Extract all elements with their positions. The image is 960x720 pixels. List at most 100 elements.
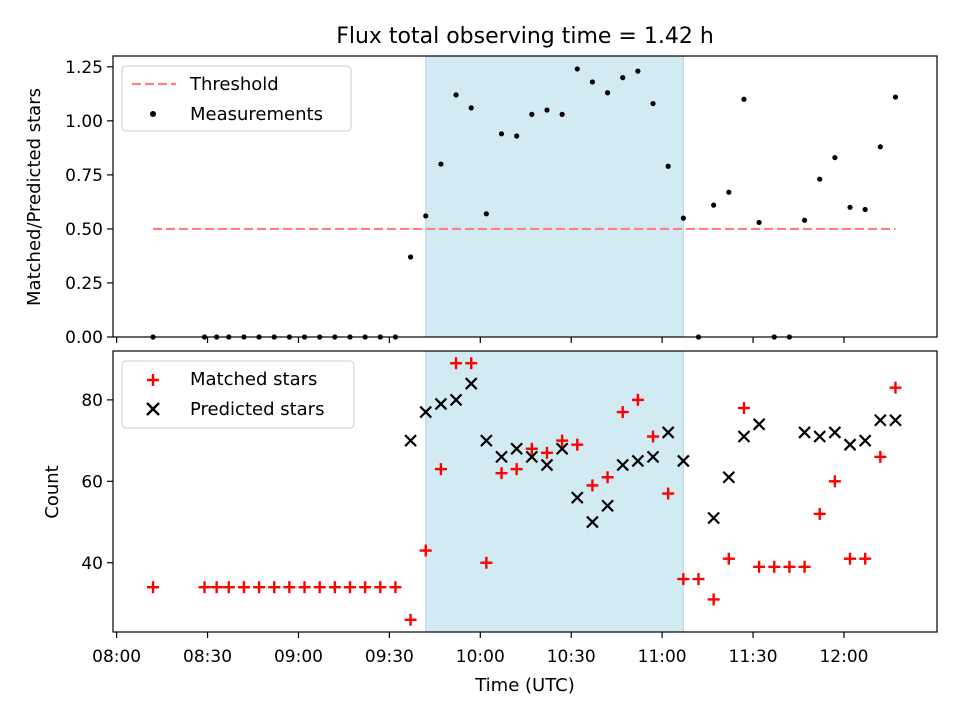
bottom-x-axis-ticks: 08:00 08:30 09:00 09:30 10:00 10:30 11:00 11:30…: [92, 632, 868, 667]
matched-stars-marker: [389, 581, 402, 594]
matched-stars-marker: [465, 357, 478, 370]
top-x-axis-ticks: [116, 337, 845, 343]
measurement-point: [423, 213, 429, 219]
matched-stars-marker: [586, 479, 599, 492]
predicted-stars-marker: [661, 426, 675, 439]
measurement-point: [407, 254, 414, 260]
x-tick-label: 10:30: [547, 647, 596, 667]
x-tick-label: 09:00: [274, 647, 323, 667]
measurement-point: [438, 161, 444, 167]
measurement-point: [726, 189, 732, 195]
predicted-stars-marker: [737, 430, 751, 443]
top-legend-box: [121, 65, 352, 132]
matched-stars-marker: [692, 573, 705, 586]
top-y-tick-label: 1.00: [65, 112, 103, 132]
top-y-tick-label: 1.25: [65, 58, 103, 78]
matched-stars-marker: [828, 475, 841, 488]
predicted-stars-marker: [434, 397, 448, 411]
legend-measurements-swatch: [150, 111, 156, 117]
chart-title: Flux total observing time = 1.42 h: [336, 24, 714, 49]
matched-stars-marker: [328, 581, 341, 594]
predicted-stars-marker: [828, 426, 842, 439]
observing-window-shade-top: [425, 55, 684, 338]
bottom-y-axis-label: Count: [42, 465, 63, 518]
matched-stars-marker: [631, 393, 644, 406]
matched-stars-marker: [210, 581, 223, 594]
predicted-stars-marker: [480, 434, 493, 447]
measurement-point: [877, 144, 883, 150]
matched-stars-marker: [198, 581, 211, 594]
matched-stars-marker: [419, 544, 432, 557]
top-legend: Threshold Measurements: [121, 65, 352, 132]
matched-stars-marker: [147, 581, 160, 594]
measurement-point: [529, 111, 535, 117]
matched-stars-marker: [298, 581, 311, 594]
predicted-stars-marker: [631, 454, 645, 468]
predicted-stars-marker: [858, 434, 872, 447]
matched-stars-marker: [450, 357, 463, 370]
measurement-point: [801, 217, 808, 223]
predicted-stars-marker: [525, 450, 539, 464]
predicted-stars-marker: [752, 418, 766, 431]
matched-stars-marker: [343, 581, 356, 594]
x-tick-label: 12:00: [819, 647, 868, 667]
measurement-point: [650, 100, 656, 107]
matched-stars-marker: [571, 438, 584, 451]
legend-predicted-swatch: [146, 402, 160, 416]
matched-stars-marker: [510, 463, 523, 476]
matched-stars-marker: [222, 581, 235, 594]
x-tick-label: 10:00: [456, 647, 505, 667]
measurement-point: [604, 90, 611, 96]
matched-stars-marker: [647, 430, 660, 443]
matched-stars-marker: [662, 487, 675, 500]
matched-stars-marker: [495, 467, 508, 480]
measurement-point: [862, 206, 868, 213]
predicted-stars-marker: [419, 405, 433, 419]
measurements-markers: [150, 66, 899, 340]
matched-stars-marker: [525, 442, 538, 455]
x-tick-label: 11:30: [729, 647, 778, 667]
top-axes-frame: [112, 55, 938, 338]
top-panel: 0.00 0.25 0.50 0.75 1.00 1.25 Matched/Predict…: [24, 55, 938, 348]
measurement-point: [620, 75, 626, 81]
legend-predicted-label: Predicted stars: [190, 399, 324, 420]
top-y-tick-label: 0.50: [65, 220, 103, 240]
matched-stars-marker: [253, 581, 266, 594]
predicted-stars-marker: [510, 442, 523, 456]
matched-stars-marker: [844, 552, 857, 565]
measurement-point: [832, 154, 838, 161]
matched-stars-marker: [434, 463, 447, 476]
predicted-stars-marker: [889, 413, 902, 427]
bottom-y-tick-label: 40: [81, 554, 103, 574]
measurement-point: [817, 176, 823, 182]
top-y-axis-ticks: 0.00 0.25 0.50 0.75 1.00 1.25: [65, 58, 113, 348]
measurement-point: [741, 96, 747, 102]
predicted-stars-marker: [677, 454, 690, 468]
top-y-tick-label: 0.75: [65, 166, 103, 186]
bottom-y-axis-ticks: 40 60 80: [81, 391, 113, 574]
top-y-tick-label: 0.00: [65, 328, 103, 348]
top-y-axis-label: Matched/Predicted stars: [24, 88, 45, 306]
measurement-point: [665, 163, 671, 169]
predicted-stars-marker: [555, 442, 569, 456]
matched-stars-marker: [889, 381, 902, 394]
matched-stars-marker: [707, 593, 720, 606]
x-tick-label: 08:00: [92, 647, 141, 667]
bottom-y-tick-label: 60: [81, 472, 103, 492]
predicted-stars-marker: [601, 499, 614, 513]
predicted-stars-marker: [570, 491, 584, 504]
top-y-tick-label: 0.25: [65, 274, 103, 294]
measurement-point: [680, 215, 686, 221]
matched-stars-marker: [737, 402, 750, 415]
legend-matched-swatch: [147, 374, 159, 386]
x-tick-label: 09:30: [365, 647, 414, 667]
matched-stars-marker: [753, 560, 766, 573]
bottom-y-tick-label: 80: [81, 391, 103, 411]
observing-window-shade-bottom: [425, 350, 684, 633]
measurement-point: [847, 204, 853, 210]
matched-stars-marker: [313, 581, 326, 594]
measurement-point: [711, 202, 717, 208]
x-tick-label: 11:00: [638, 647, 687, 667]
predicted-stars-marker: [464, 377, 478, 390]
